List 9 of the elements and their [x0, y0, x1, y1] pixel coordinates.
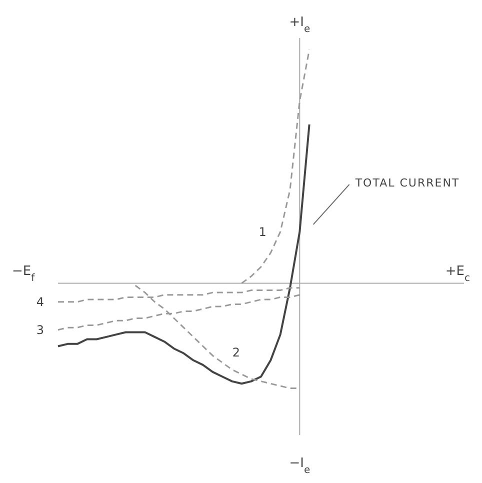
- series-label: 4: [36, 294, 44, 309]
- text: TOTAL CURRENT: [354, 176, 460, 190]
- series-label: 2: [232, 346, 240, 360]
- series-label: 1: [258, 224, 266, 239]
- text: +I$_{e}$: [289, 15, 310, 34]
- text: −E$_{f}$: [12, 264, 36, 284]
- annotation: +E$_{c}$: [445, 264, 470, 284]
- series-label: 3: [36, 322, 44, 337]
- text: −I$_{e}$: [289, 456, 310, 476]
